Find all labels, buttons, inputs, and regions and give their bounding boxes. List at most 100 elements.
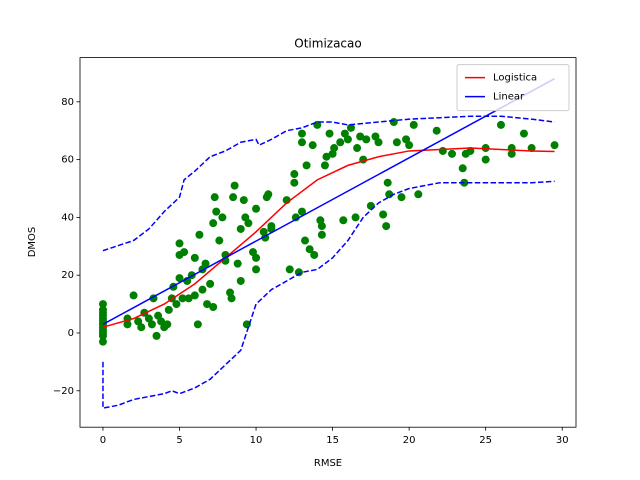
scatter-point (190, 253, 199, 262)
scatter-point (164, 305, 173, 314)
scatter-point (285, 265, 294, 274)
scatter-point (397, 193, 406, 202)
scatter-point (236, 276, 245, 285)
scatter-point (294, 268, 303, 277)
scatter-point (297, 138, 306, 147)
scatter-point (392, 138, 401, 147)
scatter-point (297, 129, 306, 138)
scatter-point (322, 152, 331, 161)
x-tick-label: 0 (100, 435, 106, 446)
scatter-point (206, 279, 215, 288)
scatter-point (209, 302, 218, 311)
scatter-point (215, 236, 224, 245)
scatter-point (330, 144, 339, 153)
scatter-point (481, 155, 490, 164)
scatter-point (201, 259, 210, 268)
scatter-point (195, 230, 204, 239)
scatter-point (325, 129, 334, 138)
scatter-point (409, 120, 418, 129)
scatter-point (379, 210, 388, 219)
scatter-point (252, 265, 261, 274)
scatter-point (353, 144, 362, 153)
scatter-point (290, 170, 299, 179)
plot-area (98, 78, 559, 410)
scatter-point (193, 320, 202, 329)
scatter-point (448, 149, 456, 158)
x-tick-label: 5 (176, 435, 182, 446)
scatter-point (305, 245, 314, 254)
fit-line (102, 147, 555, 328)
scatter-point (264, 190, 273, 199)
scatter-point (184, 294, 193, 303)
scatter-point (356, 132, 365, 141)
y-tick-label: 20 (61, 270, 74, 281)
x-tick-label: 20 (403, 435, 416, 446)
bound-line (102, 180, 555, 410)
scatter-point (229, 193, 238, 202)
scatter-point (496, 120, 505, 129)
scatter-point (438, 146, 447, 155)
scatter-point (137, 323, 146, 332)
scatter-point (163, 320, 172, 329)
legend-label: Linear (493, 92, 525, 103)
scatter-point (519, 129, 528, 138)
x-tick-label: 10 (250, 435, 263, 446)
scatter-point (346, 123, 355, 132)
scatter-point (98, 308, 107, 317)
scatter-point (98, 300, 107, 309)
scatter-point (366, 201, 375, 210)
scatter-point (242, 320, 251, 329)
scatter-point (203, 300, 212, 309)
scatter-point (252, 253, 261, 262)
scatter-point (147, 320, 156, 329)
scatter-point (180, 248, 189, 257)
scatter-point (209, 219, 218, 228)
scatter-point (98, 326, 107, 335)
scatter-point (190, 291, 199, 300)
scatter-point (336, 138, 345, 147)
scatter-point (301, 236, 310, 245)
scatter-point (291, 213, 300, 222)
scatter-point (290, 178, 299, 187)
scatter-point (302, 161, 311, 170)
scatter-point (172, 300, 181, 309)
scatter-point (374, 138, 383, 147)
x-tick-label: 15 (326, 435, 339, 446)
scatter-point (308, 141, 317, 150)
scatter-point (175, 239, 184, 248)
scatter-point (123, 320, 132, 329)
scatter-point (227, 294, 236, 303)
legend-label: Logistica (493, 73, 537, 84)
scatter-point (458, 164, 467, 173)
y-tick-label: 0 (68, 328, 74, 339)
bound-line (102, 115, 555, 252)
scatter-point (385, 190, 394, 199)
fit-line (102, 78, 555, 325)
scatter-point (218, 213, 227, 222)
scatter-point (466, 146, 475, 155)
scatter-point (507, 149, 516, 158)
legend-box (456, 64, 570, 112)
scatter-point (178, 294, 187, 303)
scatter-point (233, 259, 242, 268)
scatter-point (320, 161, 329, 170)
y-axis-label: DMOS (27, 227, 38, 258)
scatter-point (230, 181, 239, 190)
scatter-point (297, 207, 306, 216)
scatter-point (339, 216, 348, 225)
scatter-point (382, 222, 391, 231)
scatter-point (98, 337, 107, 346)
x-axis-label: RMSE (314, 458, 342, 469)
y-tick-label: 40 (61, 212, 74, 223)
y-tick-label: 80 (61, 97, 74, 108)
scatter-point (239, 196, 248, 205)
scatter-point (383, 178, 392, 187)
scatter-point (317, 230, 326, 239)
scatter-point (343, 135, 352, 144)
plot-frame (79, 57, 577, 428)
scatter-point (389, 118, 398, 127)
scatter-point (198, 285, 207, 294)
x-tick-label: 25 (479, 435, 492, 446)
scatter-point (252, 204, 261, 213)
